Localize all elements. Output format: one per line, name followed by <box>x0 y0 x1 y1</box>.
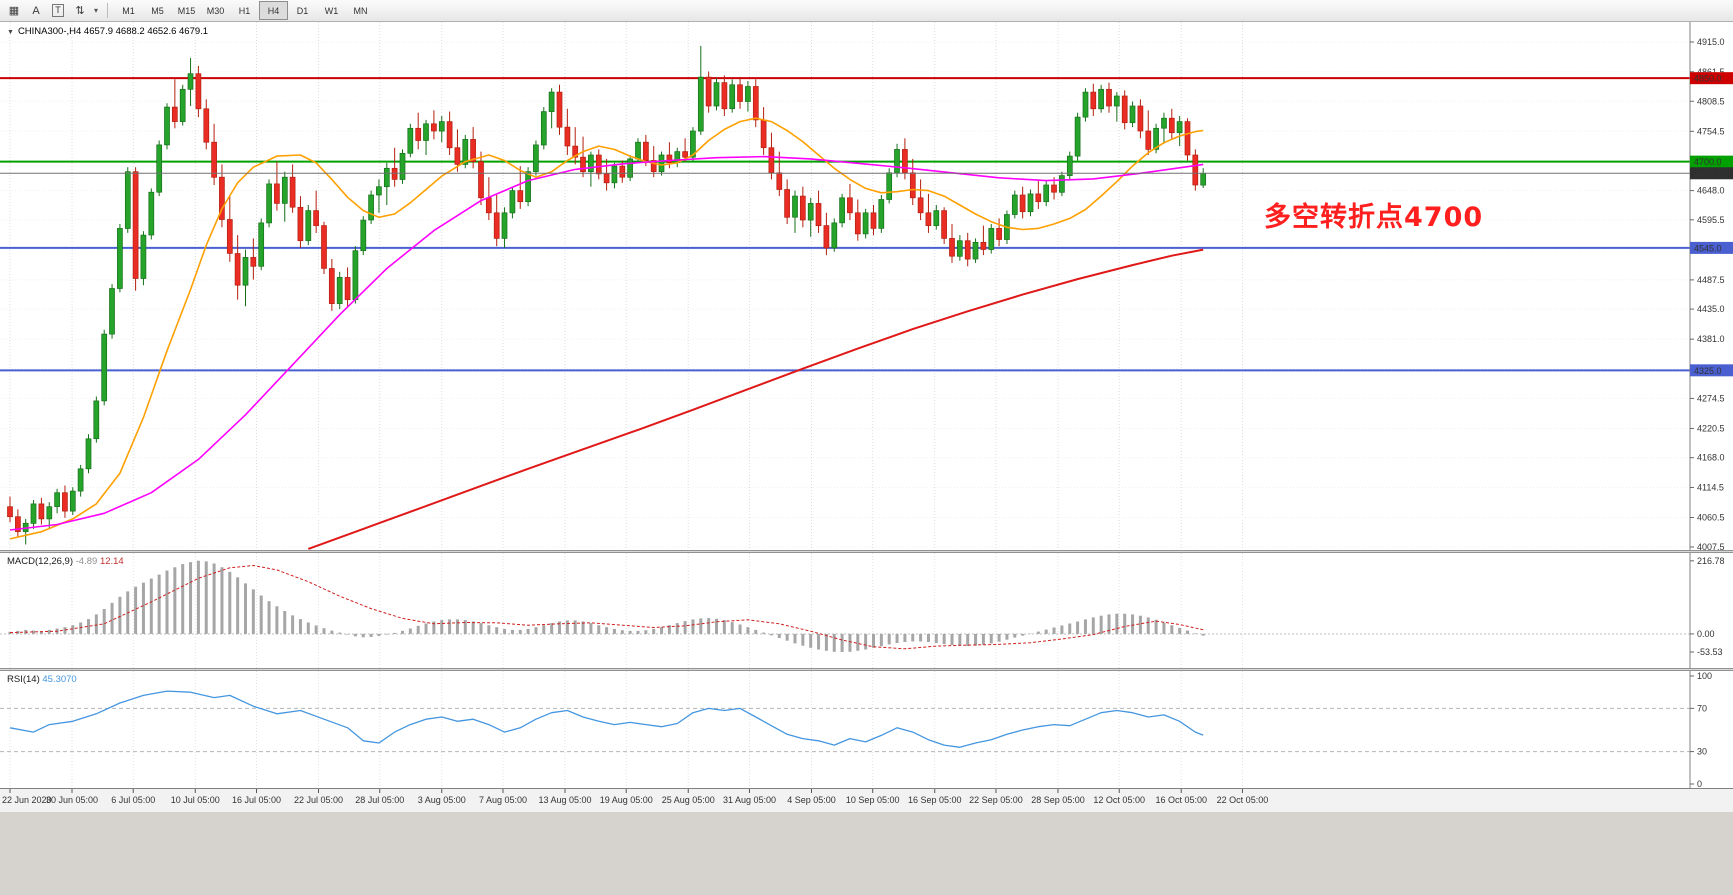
svg-text:4220.5: 4220.5 <box>1697 423 1725 433</box>
svg-text:70: 70 <box>1697 703 1707 713</box>
timeframe-h1[interactable]: H1 <box>238 5 251 16</box>
macd-axis[interactable]: 216.78 0.00 -53.53 <box>1689 553 1725 668</box>
price-axis[interactable]: 4915.0 4861.5 4808.5 4754.5 4648.0 4595.5 4487… <box>1689 22 1725 550</box>
svg-text:4007.5: 4007.5 <box>1697 542 1725 550</box>
svg-text:16 Jul 05:00: 16 Jul 05:00 <box>232 795 281 805</box>
timeframe-toolbar: M1 M5 M15 M30 H1 H4 D1 W1 MN <box>114 1 375 20</box>
svg-text:4850.0: 4850.0 <box>1694 74 1722 84</box>
svg-text:22 Jun 2020: 22 Jun 2020 <box>2 795 52 805</box>
window-background <box>0 812 1733 895</box>
arrows-tool-icon[interactable]: ⇅ <box>75 5 85 17</box>
rsi-axis[interactable]: 100 70 30 0 <box>1689 671 1712 788</box>
timeframe-m5[interactable]: M5 <box>151 5 164 16</box>
svg-text:4168.0: 4168.0 <box>1697 453 1725 463</box>
timeframe-h4[interactable]: H4 <box>259 1 288 20</box>
candles-layer <box>7 45 1207 545</box>
svg-text:19 Aug 05:00: 19 Aug 05:00 <box>600 795 653 805</box>
pane-splitter-macd[interactable] <box>0 550 1733 553</box>
timeframe-d1[interactable]: D1 <box>296 5 309 16</box>
macd-signal-value: 12.14 <box>99 556 124 567</box>
svg-text:22 Jul 05:00: 22 Jul 05:00 <box>294 795 343 805</box>
svg-text:4595.5: 4595.5 <box>1697 215 1725 225</box>
dropdown-caret-icon[interactable]: ▾ <box>93 6 98 15</box>
timeframe-m15[interactable]: M15 <box>177 5 196 16</box>
chart-title: ▼ CHINA300-,H4 4657.9 4688.2 4652.6 4679.… <box>7 26 208 37</box>
svg-text:3 Aug 05:00: 3 Aug 05:00 <box>418 795 466 805</box>
svg-text:4381.0: 4381.0 <box>1697 334 1725 344</box>
svg-text:4648.0: 4648.0 <box>1697 186 1725 196</box>
svg-text:28 Jul 05:00: 28 Jul 05:00 <box>355 795 404 805</box>
rsi-canvas[interactable]: 100 70 30 0 <box>0 671 1733 788</box>
grid-layer <box>9 671 1243 788</box>
svg-text:100: 100 <box>1697 671 1712 681</box>
svg-text:22 Oct 05:00: 22 Oct 05:00 <box>1217 795 1269 805</box>
svg-text:16 Sep 05:00: 16 Sep 05:00 <box>908 795 962 805</box>
cursor-tool-icon[interactable]: A <box>32 4 40 17</box>
svg-text:4808.5: 4808.5 <box>1697 96 1725 106</box>
rsi-value: 45.3070 <box>42 674 77 685</box>
svg-text:4325.0: 4325.0 <box>1694 366 1722 376</box>
toolbar-separator <box>107 3 108 18</box>
svg-text:4114.5: 4114.5 <box>1697 482 1724 492</box>
pane-splitter-rsi[interactable] <box>0 668 1733 671</box>
ma-slow-red <box>307 248 1204 550</box>
svg-text:10 Jul 05:00: 10 Jul 05:00 <box>171 795 220 805</box>
svg-text:-53.53: -53.53 <box>1697 647 1723 657</box>
timeframe-m1[interactable]: M1 <box>122 5 135 16</box>
chart-grid-icon[interactable]: ▦ <box>8 5 20 17</box>
svg-text:30: 30 <box>1697 747 1707 757</box>
svg-text:22 Sep 05:00: 22 Sep 05:00 <box>969 795 1023 805</box>
svg-text:0.00: 0.00 <box>1697 629 1715 639</box>
svg-text:4679.1: 4679.1 <box>1694 169 1722 179</box>
macd-canvas[interactable]: 216.78 0.00 -53.53 <box>0 553 1733 668</box>
svg-text:4274.5: 4274.5 <box>1697 393 1725 403</box>
svg-text:30 Jun 05:00: 30 Jun 05:00 <box>46 795 98 805</box>
rsi-line <box>9 690 1204 748</box>
svg-text:31 Aug 05:00: 31 Aug 05:00 <box>723 795 776 805</box>
svg-text:4060.5: 4060.5 <box>1697 513 1725 523</box>
grid-layer <box>9 553 1243 668</box>
svg-text:4915.0: 4915.0 <box>1697 37 1725 47</box>
svg-text:13 Aug 05:00: 13 Aug 05:00 <box>538 795 591 805</box>
svg-text:4700.0: 4700.0 <box>1694 157 1722 167</box>
svg-text:6 Jul 05:00: 6 Jul 05:00 <box>111 795 155 805</box>
text-tool-icon[interactable]: T <box>47 2 69 20</box>
price-badges: 4850.0 4700.0 4545.0 4325.0 4679.1 <box>1690 72 1733 377</box>
svg-text:4754.5: 4754.5 <box>1697 126 1725 136</box>
svg-text:16 Oct 05:00: 16 Oct 05:00 <box>1155 795 1207 805</box>
collapse-arrow-icon[interactable]: ▼ <box>7 29 14 36</box>
svg-text:4 Sep 05:00: 4 Sep 05:00 <box>787 795 836 805</box>
svg-text:25 Aug 05:00: 25 Aug 05:00 <box>662 795 715 805</box>
macd-name: MACD(12,26,9) <box>7 556 73 567</box>
toolbar-tools: ▦ A T ⇅ ▾ <box>3 2 101 20</box>
ma-fast-orange <box>9 117 1204 540</box>
timeframe-mn[interactable]: MN <box>353 5 368 16</box>
macd-signal-line <box>9 564 1204 650</box>
macd-label: MACD(12,26,9) -4.89 12.14 <box>7 556 124 567</box>
rsi-name: RSI(14) <box>7 674 40 685</box>
macd-histogram <box>8 560 1205 652</box>
timeframe-w1[interactable]: W1 <box>324 5 339 16</box>
rsi-label: RSI(14) 45.3070 <box>7 674 77 685</box>
svg-text:4545.0: 4545.0 <box>1694 243 1722 253</box>
svg-text:7 Aug 05:00: 7 Aug 05:00 <box>479 795 527 805</box>
svg-text:4435.0: 4435.0 <box>1697 304 1725 314</box>
svg-text:12 Oct 05:00: 12 Oct 05:00 <box>1093 795 1145 805</box>
svg-text:28 Sep 05:00: 28 Sep 05:00 <box>1031 795 1085 805</box>
ma-mid-magenta <box>9 155 1204 531</box>
svg-text:4487.5: 4487.5 <box>1697 275 1725 285</box>
toolbar: ▦ A T ⇅ ▾ M1 M5 M15 M30 H1 H4 D1 W1 MN <box>0 0 1733 22</box>
grid-layer <box>0 22 1690 550</box>
chart-title-text: CHINA300-,H4 4657.9 4688.2 4652.6 4679.1 <box>17 26 209 37</box>
main-chart-canvas[interactable]: 4915.0 4861.5 4808.5 4754.5 4648.0 4595.5 4487… <box>0 22 1733 550</box>
svg-text:10 Sep 05:00: 10 Sep 05:00 <box>846 795 900 805</box>
svg-text:0: 0 <box>1697 779 1702 788</box>
chart-annotation: 多空转折点4700 <box>1264 202 1484 233</box>
timeframe-m30[interactable]: M30 <box>206 5 225 16</box>
macd-main-value: -4.89 <box>75 556 98 567</box>
svg-text:4861.5: 4861.5 <box>1697 67 1725 77</box>
svg-text:216.78: 216.78 <box>1697 556 1725 566</box>
